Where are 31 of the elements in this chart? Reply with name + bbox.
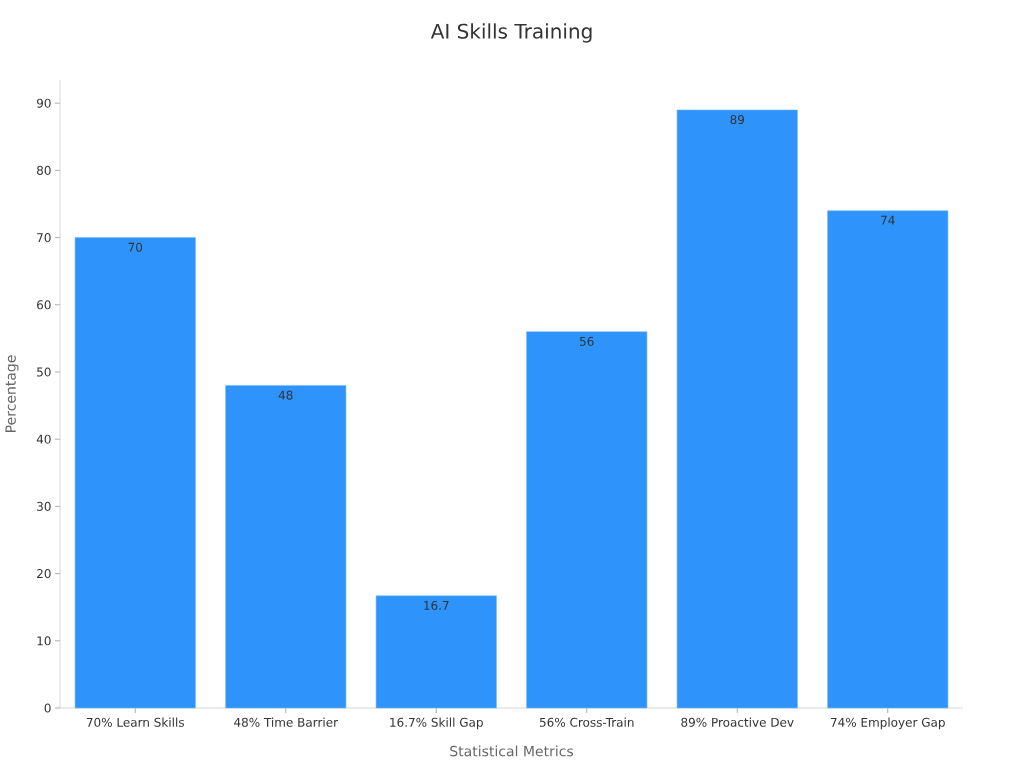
- bar: [526, 331, 648, 709]
- bar: [74, 237, 196, 709]
- x-axis-title: Statistical Metrics: [450, 745, 574, 757]
- bar: [676, 109, 798, 709]
- y-axis-title: Percentage: [5, 355, 19, 432]
- y-tick-label: 70: [37, 233, 51, 243]
- y-tick-label: 40: [36, 434, 51, 444]
- x-tick-label: 56% Cross-Train: [539, 717, 634, 727]
- x-tick-label: 74% Employer Gap: [830, 717, 945, 730]
- y-tick-label: 30: [37, 501, 51, 511]
- y-tick-label: 10: [37, 636, 51, 646]
- data-label: 16.7: [424, 600, 449, 610]
- x-tick-label: 70% Learn Skills: [86, 717, 184, 727]
- bar: [827, 210, 949, 709]
- data-label: 70: [128, 242, 143, 252]
- x-tick-label: 89% Proactive Dev: [681, 717, 794, 727]
- y-tick-label: 60: [37, 300, 51, 310]
- x-tick-label: 48% Time Barrier: [234, 717, 339, 727]
- data-label: 56: [580, 336, 594, 346]
- y-tick-label: 20: [37, 569, 51, 579]
- data-label: 48: [278, 390, 293, 400]
- chart-title: AI Skills Training: [430, 23, 592, 43]
- y-tick-label: 90: [36, 98, 51, 108]
- bar: [225, 385, 347, 709]
- x-tick-label: 16.7% Skill Gap: [390, 717, 483, 730]
- bar: [375, 595, 497, 709]
- data-label: 89: [730, 115, 745, 125]
- y-tick-label: 0: [44, 703, 51, 713]
- y-tick-label: 80: [37, 165, 51, 175]
- data-label: 74: [881, 215, 895, 225]
- y-tick-label: 50: [37, 367, 51, 377]
